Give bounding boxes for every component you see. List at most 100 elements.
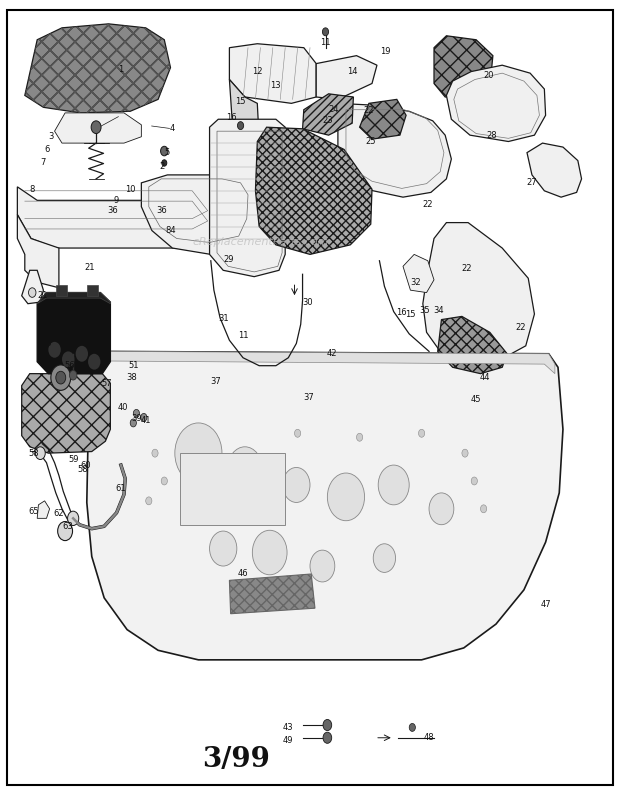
Circle shape <box>237 122 244 130</box>
Polygon shape <box>303 94 353 135</box>
Circle shape <box>130 419 136 427</box>
Text: 41: 41 <box>141 416 151 425</box>
Text: 37: 37 <box>210 377 221 386</box>
Text: 13: 13 <box>270 80 281 90</box>
Circle shape <box>418 429 425 437</box>
Text: 28: 28 <box>486 130 497 140</box>
Polygon shape <box>55 113 141 143</box>
Text: 15: 15 <box>405 309 415 319</box>
Polygon shape <box>22 270 43 304</box>
Polygon shape <box>17 215 59 288</box>
Circle shape <box>48 342 61 358</box>
Circle shape <box>480 505 487 513</box>
Polygon shape <box>210 119 285 277</box>
Circle shape <box>68 511 79 525</box>
Circle shape <box>76 346 88 362</box>
Polygon shape <box>434 36 493 99</box>
Text: 35: 35 <box>419 305 430 315</box>
Circle shape <box>58 522 73 541</box>
Circle shape <box>51 365 71 390</box>
Polygon shape <box>37 293 110 304</box>
Polygon shape <box>527 143 582 197</box>
Circle shape <box>252 530 287 575</box>
Circle shape <box>175 423 222 483</box>
Polygon shape <box>37 501 50 518</box>
Polygon shape <box>98 351 555 374</box>
Bar <box>56 285 67 296</box>
Circle shape <box>88 354 100 370</box>
Text: 65: 65 <box>28 507 39 517</box>
Circle shape <box>161 477 167 485</box>
Bar <box>180 453 285 525</box>
Text: 10: 10 <box>125 184 135 194</box>
Text: 44: 44 <box>480 373 490 382</box>
Text: 42: 42 <box>327 349 337 359</box>
Text: 58: 58 <box>77 464 88 474</box>
Text: 9: 9 <box>114 196 119 205</box>
Text: 36: 36 <box>156 206 167 215</box>
Text: 31: 31 <box>218 313 229 323</box>
Text: eReplacementParts.com: eReplacementParts.com <box>192 238 329 247</box>
Text: 16: 16 <box>396 308 407 317</box>
Polygon shape <box>229 44 316 103</box>
Circle shape <box>152 449 158 457</box>
Polygon shape <box>446 65 546 142</box>
Text: 23: 23 <box>322 116 333 126</box>
Text: 21: 21 <box>37 291 47 301</box>
Text: 24: 24 <box>329 105 339 114</box>
Text: 40: 40 <box>118 402 128 412</box>
Text: 22: 22 <box>423 200 433 209</box>
Text: 20: 20 <box>484 71 494 80</box>
Circle shape <box>62 351 74 367</box>
Text: 57: 57 <box>101 378 112 388</box>
Text: 46: 46 <box>237 569 249 579</box>
Circle shape <box>141 413 147 421</box>
Text: 2: 2 <box>160 162 165 172</box>
Text: 37: 37 <box>303 393 314 402</box>
Text: 21: 21 <box>85 263 95 273</box>
Polygon shape <box>255 127 372 254</box>
Text: 15: 15 <box>236 97 246 107</box>
Circle shape <box>210 531 237 566</box>
Text: 38: 38 <box>126 373 137 382</box>
Circle shape <box>327 473 365 521</box>
Text: 48: 48 <box>423 733 435 743</box>
Polygon shape <box>141 175 257 254</box>
Text: 34: 34 <box>433 305 445 315</box>
Text: 32: 32 <box>410 277 421 287</box>
Text: 3: 3 <box>48 132 53 142</box>
Text: 58: 58 <box>29 448 40 458</box>
Text: 60: 60 <box>41 339 52 348</box>
Text: 5: 5 <box>165 148 170 157</box>
Circle shape <box>378 465 409 505</box>
Circle shape <box>162 160 167 166</box>
Text: 45: 45 <box>471 394 481 404</box>
Text: 14: 14 <box>347 67 357 76</box>
Circle shape <box>323 732 332 743</box>
Circle shape <box>310 550 335 582</box>
Text: 1: 1 <box>118 65 123 75</box>
Circle shape <box>462 449 468 457</box>
Text: 59: 59 <box>68 455 78 464</box>
Text: 16: 16 <box>226 113 237 122</box>
Text: 36: 36 <box>107 206 118 215</box>
Text: 19: 19 <box>381 47 391 56</box>
Circle shape <box>146 497 152 505</box>
Text: 25: 25 <box>366 137 376 146</box>
Text: 7: 7 <box>40 158 45 168</box>
Circle shape <box>373 544 396 572</box>
Text: 47: 47 <box>540 599 551 609</box>
Text: 63: 63 <box>63 522 74 531</box>
Text: 22: 22 <box>461 264 471 273</box>
Text: 22: 22 <box>516 323 526 332</box>
Circle shape <box>283 467 310 502</box>
Polygon shape <box>37 293 110 374</box>
Polygon shape <box>25 24 171 113</box>
Polygon shape <box>316 56 377 99</box>
Text: 51: 51 <box>128 361 138 370</box>
Polygon shape <box>229 574 315 614</box>
Polygon shape <box>17 187 217 248</box>
Text: 60: 60 <box>80 460 91 470</box>
Text: 11: 11 <box>321 37 330 47</box>
Polygon shape <box>229 80 259 139</box>
